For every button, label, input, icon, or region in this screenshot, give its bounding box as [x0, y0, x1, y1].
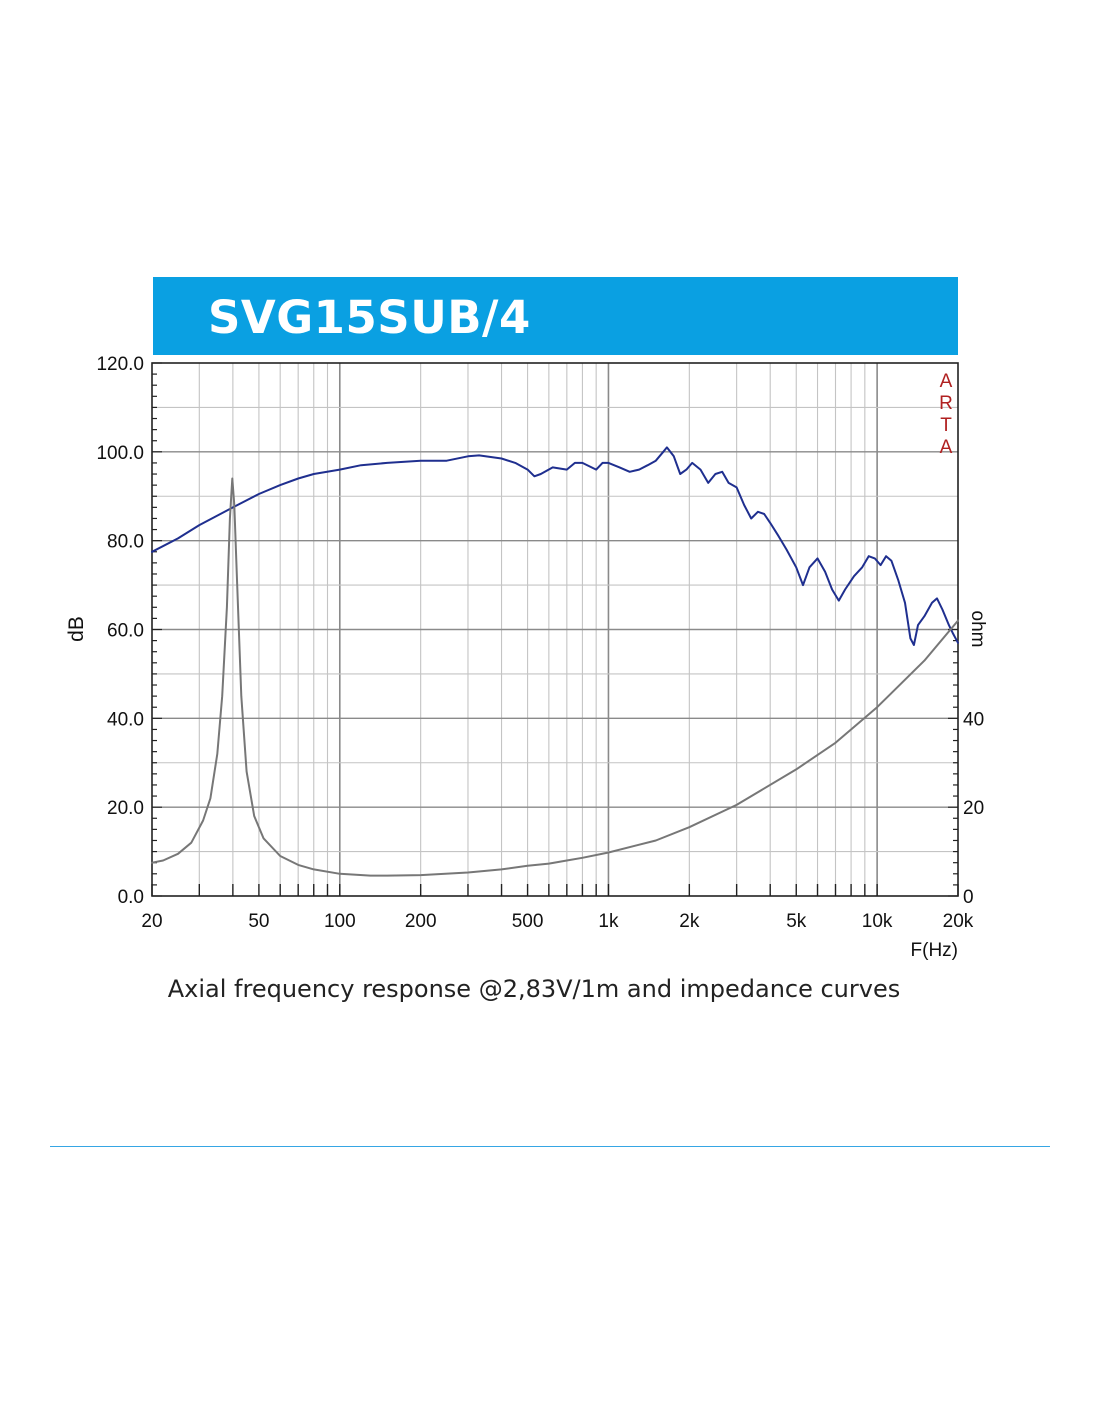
- arta-watermark-letter: R: [939, 393, 953, 414]
- x-tick-label: 20: [141, 911, 162, 932]
- y-tick-label-left: 20.0: [107, 798, 144, 819]
- x-axis-label: F(Hz): [911, 940, 958, 961]
- x-tick-label: 1k: [598, 911, 619, 932]
- arta-watermark-letter: T: [940, 415, 952, 436]
- y-tick-label-right: 0: [963, 887, 974, 908]
- impedance-curve: [151, 477, 959, 877]
- x-tick-label: 20k: [943, 911, 974, 932]
- y-tick-label-left: 0.0: [118, 887, 144, 908]
- x-tick-label: 10k: [862, 911, 893, 932]
- x-tick-label: 200: [405, 911, 437, 932]
- arta-watermark-letter: A: [940, 437, 953, 458]
- chart-caption: Axial frequency response @2,83V/1m and i…: [167, 975, 901, 1003]
- grid: [152, 363, 958, 896]
- y-axis-label-right: ohm: [967, 611, 988, 648]
- y-axis-label-left: dB: [65, 616, 88, 642]
- axis-labels: 0.0 20.0 40.0 60.0 80.0 100.0 120.0 0 20 40 20 50 10…: [65, 354, 988, 961]
- series: [151, 446, 959, 877]
- x-tick-label: 100: [324, 911, 356, 932]
- x-tick-label: 2k: [679, 911, 700, 932]
- section-divider: [50, 1146, 1050, 1147]
- title-banner: SVG15SUB/4: [153, 277, 958, 355]
- x-tick-label: 50: [248, 911, 269, 932]
- arta-watermark-letter: A: [940, 371, 953, 392]
- y-tick-label-left: 40.0: [107, 709, 144, 730]
- y-tick-label-left: 100.0: [96, 443, 144, 464]
- y-tick-label-left: 120.0: [96, 354, 144, 375]
- y-tick-label-right: 20: [963, 798, 984, 819]
- x-tick-label: 500: [512, 911, 544, 932]
- x-tick-label: 5k: [786, 911, 807, 932]
- y-tick-label-left: 60.0: [107, 621, 144, 642]
- chart-title: SVG15SUB/4: [208, 291, 531, 344]
- axes: [151, 362, 959, 897]
- y-tick-label-left: 80.0: [107, 532, 144, 553]
- y-tick-label-right: 40: [963, 709, 984, 730]
- frequency-response-curve: [151, 446, 959, 646]
